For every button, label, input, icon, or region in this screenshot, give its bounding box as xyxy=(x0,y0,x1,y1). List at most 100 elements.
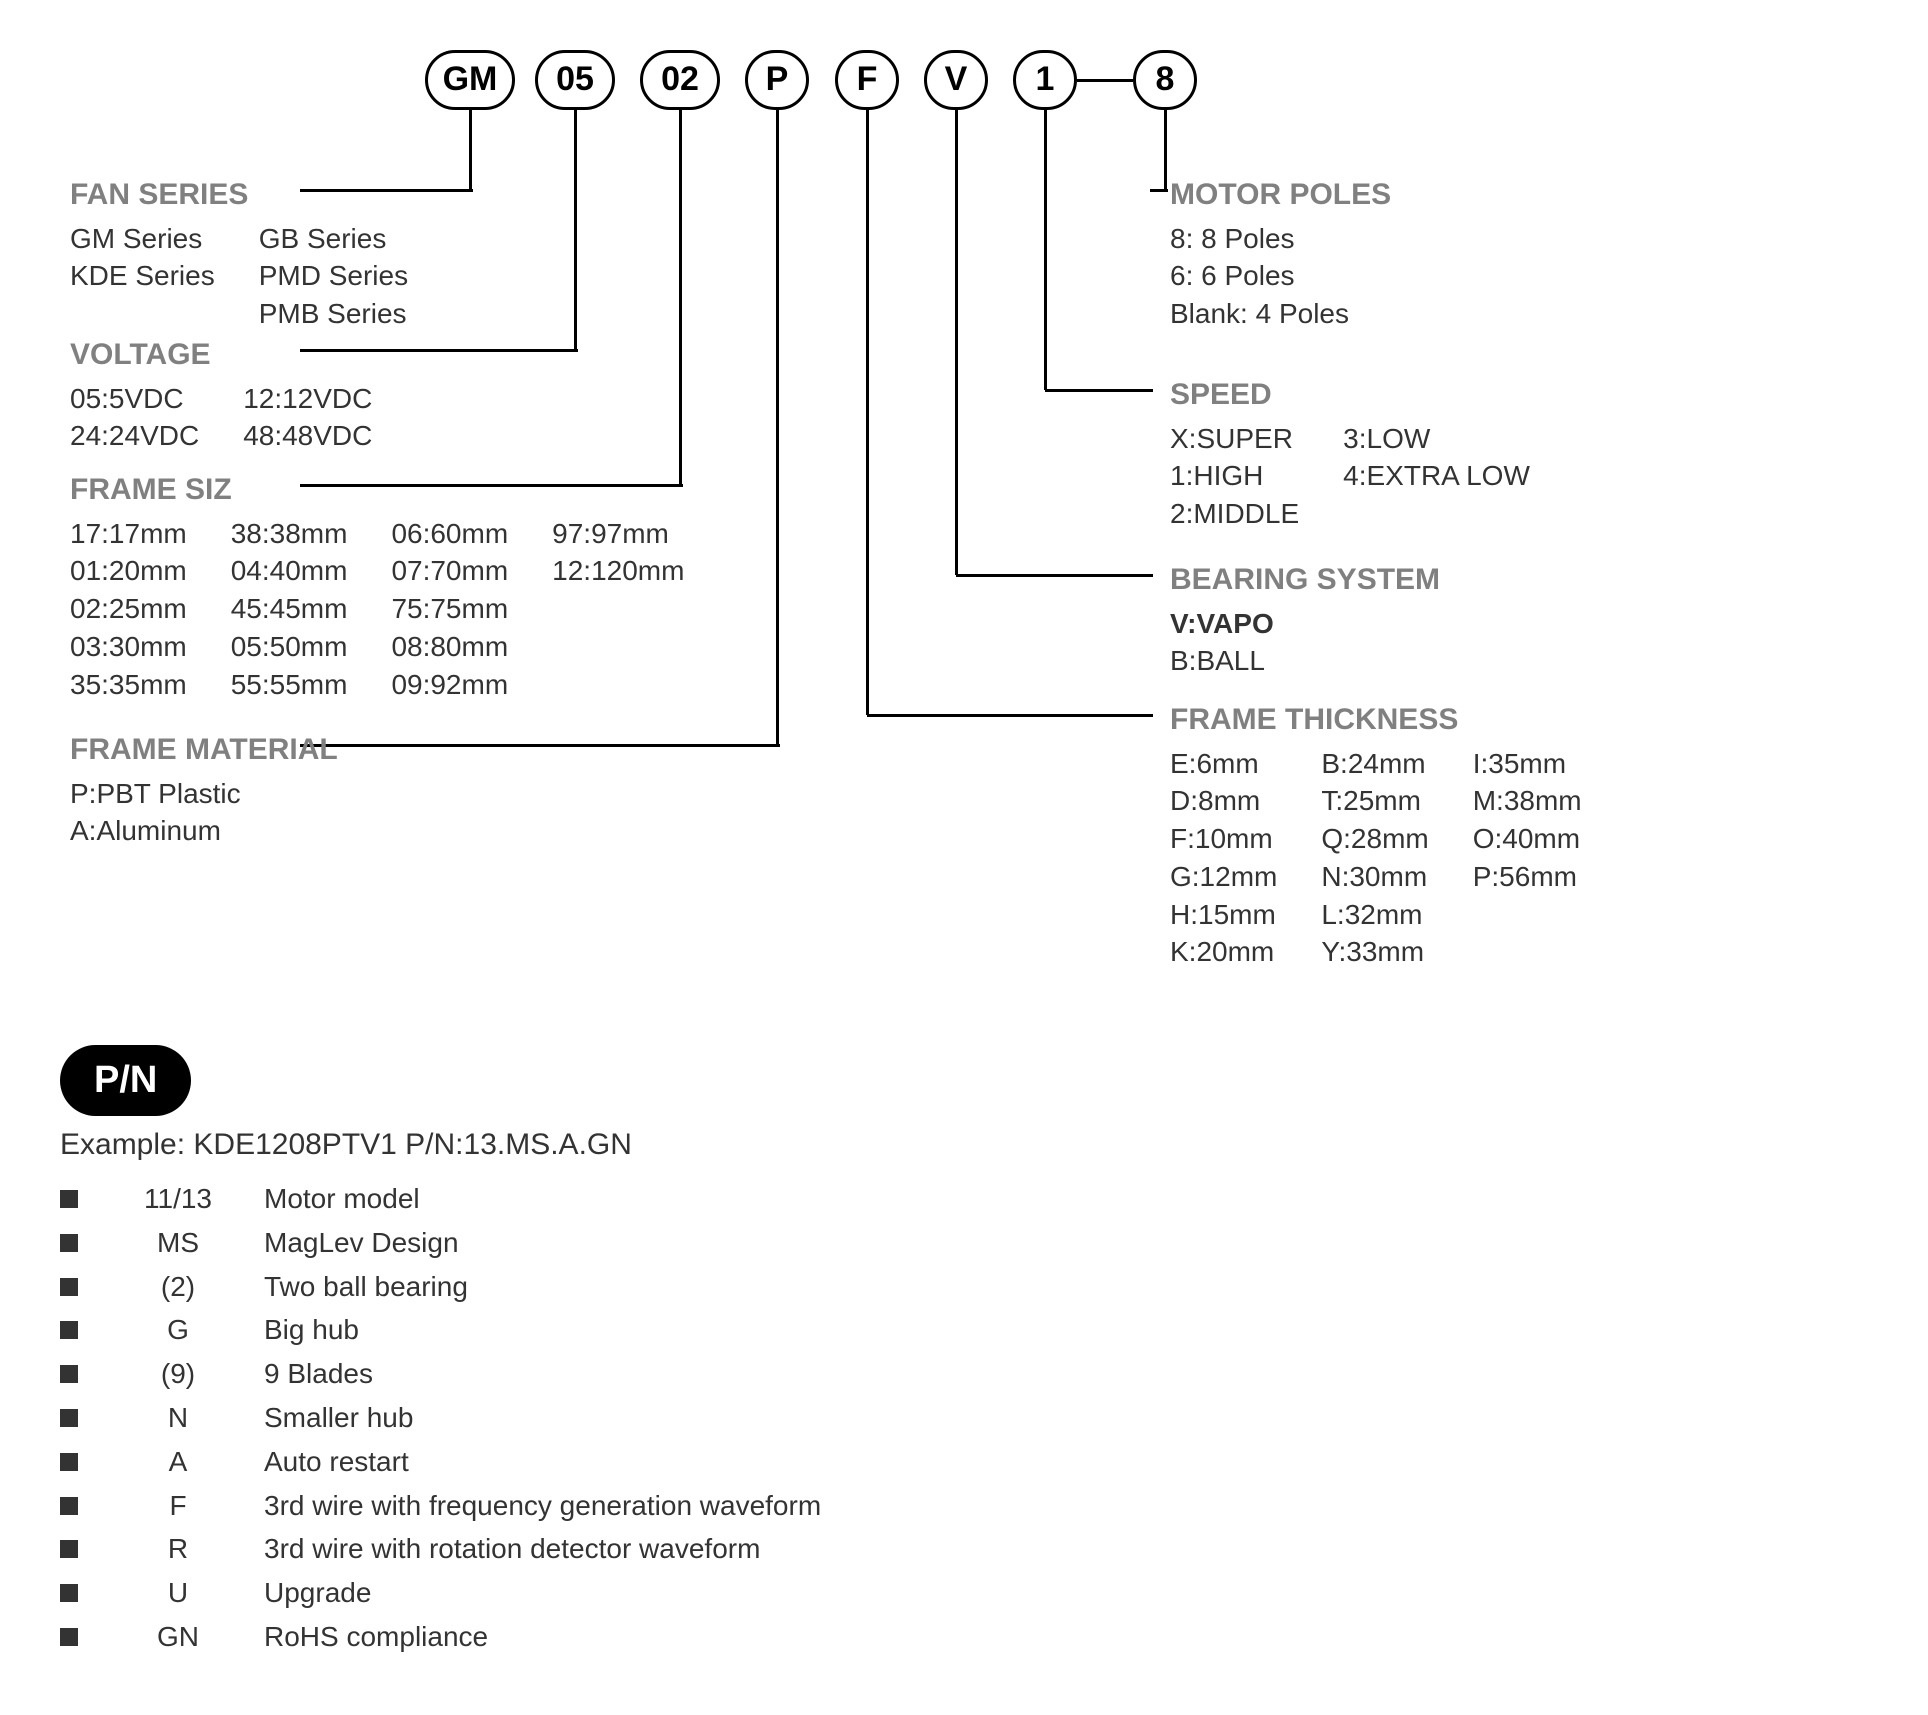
code-pill-5: V xyxy=(924,50,988,110)
section-value: GM Series xyxy=(70,220,215,258)
section-title: FRAME MATERIAL xyxy=(70,730,338,771)
pn-desc: Two ball bearing xyxy=(264,1268,821,1306)
section-value: G:12mm xyxy=(1170,858,1277,896)
section-value: Blank: 4 Poles xyxy=(1170,295,1349,333)
bullet-icon xyxy=(60,1190,78,1208)
section-body: GM SeriesKDE Series GB SeriesPMD SeriesPM… xyxy=(70,220,408,333)
section-title: VOLTAGE xyxy=(70,335,372,376)
connector-line xyxy=(469,110,472,190)
section-voltage: VOLTAGE05:5VDC24:24VDC12:12VDC48:48VDC xyxy=(70,335,372,455)
section-value: 17:17mm xyxy=(70,515,187,553)
connector-line xyxy=(300,744,780,747)
pn-desc: Motor model xyxy=(264,1180,821,1218)
pn-code: F xyxy=(118,1487,238,1525)
section-title: FRAME THICKNESS xyxy=(1170,700,1582,741)
section-frame-size: FRAME SIZ17:17mm01:20mm02:25mm03:30mm35:… xyxy=(70,470,684,703)
section-value: 4:EXTRA LOW xyxy=(1343,457,1530,495)
section-value: 55:55mm xyxy=(231,666,348,704)
pn-legend-row: N Smaller hub xyxy=(60,1399,821,1437)
pn-code: U xyxy=(118,1574,238,1612)
pn-desc: Smaller hub xyxy=(264,1399,821,1437)
connector-line xyxy=(1044,110,1047,390)
connector-line xyxy=(866,110,869,715)
section-value: 45:45mm xyxy=(231,590,348,628)
code-pill-4: F xyxy=(835,50,899,110)
pn-legend-row: MSMagLev Design xyxy=(60,1224,821,1262)
bullet-icon xyxy=(60,1628,78,1646)
section-value: 24:24VDC xyxy=(70,417,199,455)
section-value: 3:LOW xyxy=(1343,420,1530,458)
section-title: MOTOR POLES xyxy=(1170,175,1391,216)
section-value: Y:33mm xyxy=(1321,933,1428,971)
pn-legend-row: U Upgrade xyxy=(60,1574,821,1612)
section-body: 17:17mm01:20mm02:25mm03:30mm35:35mm38:38… xyxy=(70,515,684,704)
section-value: 06:60mm xyxy=(391,515,508,553)
pn-legend-row: (9) 9 Blades xyxy=(60,1355,821,1393)
pn-legend-row: F 3rd wire with frequency generation wave… xyxy=(60,1487,821,1525)
section-speed: SPEEDX:SUPER1:HIGH2:MIDDLE3:LOW4:EXTRA L… xyxy=(1170,375,1530,533)
pn-code: GN xyxy=(118,1618,238,1656)
section-body: E:6mmD:8mmF:10mmG:12mmH:15mmK:20mmB:24mm… xyxy=(1170,745,1582,972)
section-value: PMB Series xyxy=(259,295,408,333)
code-pill-6: 1 xyxy=(1013,50,1077,110)
section-bearing: BEARING SYSTEMV:VAPOB:BALL xyxy=(1170,560,1440,680)
pn-code: G xyxy=(118,1311,238,1349)
connector-line xyxy=(574,110,577,350)
pn-legend: 11/13 Motor model MSMagLev Design (2) Two ba… xyxy=(60,1180,821,1662)
pn-code: A xyxy=(118,1443,238,1481)
pn-desc: 3rd wire with frequency generation wavef… xyxy=(264,1487,821,1525)
section-value: 2:MIDDLE xyxy=(1170,495,1299,533)
section-value: GB Series xyxy=(259,220,408,258)
section-value: 75:75mm xyxy=(391,590,508,628)
section-value: H:15mm xyxy=(1170,896,1277,934)
bullet-icon xyxy=(60,1584,78,1602)
bullet-icon xyxy=(60,1278,78,1296)
code-pill-1: 05 xyxy=(535,50,615,110)
section-title: FRAME SIZ xyxy=(70,470,684,511)
connector-line xyxy=(956,574,1153,577)
section-value: 8: 8 Poles xyxy=(1170,220,1349,258)
code-pill-2: 02 xyxy=(640,50,720,110)
pn-code: N xyxy=(118,1399,238,1437)
code-pill-0: GM xyxy=(425,50,515,110)
section-title: FAN SERIES xyxy=(70,175,408,216)
section-body: X:SUPER1:HIGH2:MIDDLE3:LOW4:EXTRA LOW xyxy=(1170,420,1530,533)
pn-desc: 9 Blades xyxy=(264,1355,821,1393)
bullet-icon xyxy=(60,1321,78,1339)
section-value: PMD Series xyxy=(259,257,408,295)
pn-code: (9) xyxy=(118,1355,238,1393)
section-value: L:32mm xyxy=(1321,896,1428,934)
section-value: KDE Series xyxy=(70,257,215,295)
section-value: P:PBT Plastic xyxy=(70,775,241,813)
section-value: F:10mm xyxy=(1170,820,1277,858)
pn-code: 11/13 xyxy=(118,1180,238,1218)
bullet-icon xyxy=(60,1497,78,1515)
section-value: 12:120mm xyxy=(552,552,684,590)
section-value: 02:25mm xyxy=(70,590,187,628)
section-value: D:8mm xyxy=(1170,782,1277,820)
section-motor-poles: MOTOR POLES 8: 8 Poles6: 6 PolesBlank: 4 … xyxy=(1170,175,1391,333)
connector-line xyxy=(679,110,682,485)
section-value: N:30mm xyxy=(1321,858,1428,896)
pn-legend-row: GNRoHS compliance xyxy=(60,1618,821,1656)
pn-desc: Upgrade xyxy=(264,1574,821,1612)
section-value: 97:97mm xyxy=(552,515,684,553)
section-value: 07:70mm xyxy=(391,552,508,590)
section-value: I:35mm xyxy=(1473,745,1582,783)
pn-code: R xyxy=(118,1530,238,1568)
section-body: V:VAPOB:BALL xyxy=(1170,605,1440,681)
connector-line xyxy=(1164,110,1167,190)
section-value: 38:38mm xyxy=(231,515,348,553)
bullet-icon xyxy=(60,1365,78,1383)
section-value: V:VAPO xyxy=(1170,605,1274,643)
bullet-icon xyxy=(60,1409,78,1427)
pn-code: (2) xyxy=(118,1268,238,1306)
section-value: 6: 6 Poles xyxy=(1170,257,1349,295)
section-value: 05:50mm xyxy=(231,628,348,666)
section-value: 12:12VDC xyxy=(243,380,372,418)
section-value: P:56mm xyxy=(1473,858,1582,896)
section-value: E:6mm xyxy=(1170,745,1277,783)
section-body: 05:5VDC24:24VDC12:12VDC48:48VDC xyxy=(70,380,372,456)
pn-legend-row: AAuto restart xyxy=(60,1443,821,1481)
code-pill-3: P xyxy=(745,50,809,110)
